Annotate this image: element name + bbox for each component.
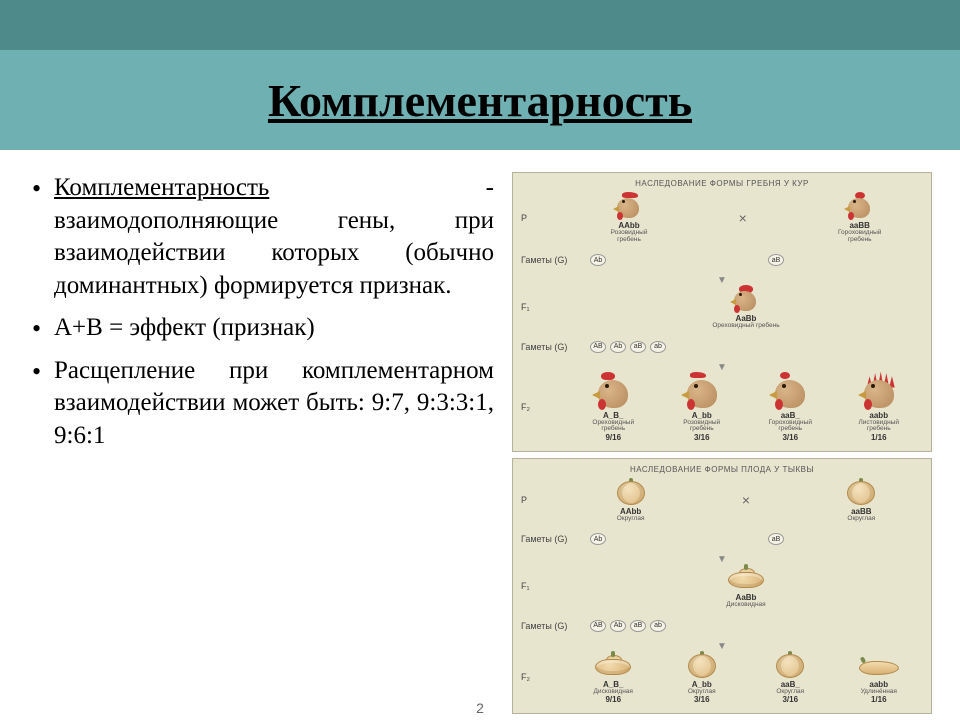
organism: aaBB Округлая (841, 478, 881, 523)
chicken-icon (768, 372, 812, 410)
chicken-row-p: P AAbb Розовидныйгребень × aaBB Горохови… (521, 192, 923, 243)
chicken-icon (612, 192, 646, 220)
gamete: ab (650, 341, 666, 353)
gamete: aB (768, 533, 784, 545)
pumpkin-row-g1: Гаметы (G) Ab aB (521, 525, 923, 553)
pumpkin-icon (682, 651, 722, 679)
pumpkin-row-f1: F₁ AaBb Дисковидная (521, 564, 923, 609)
gamete: Ab (610, 620, 626, 632)
organism: A_bb Округлая 3/16 (682, 651, 722, 705)
organism: AaBb Ореховидный гребень (712, 285, 779, 330)
gamete: Ab (590, 533, 606, 545)
chicken-icon (857, 372, 901, 410)
pumpkin-icon (593, 651, 633, 679)
organism: AAbb Розовидныйгребень (611, 192, 648, 243)
bullet-2: А+В = эффект (признак) (28, 312, 494, 345)
organism: aabb Листовидныйгребень 1/16 (857, 372, 901, 442)
chicken-row-f1: F₁ AaBb Ореховидный гребень (521, 285, 923, 330)
organism: aaB_ Гороховидныйгребень 3/16 (768, 372, 812, 442)
pumpkin-panel: НАСЛЕДОВАНИЕ ФОРМЫ ПЛОДА У ТЫКВЫ P AAbb … (512, 458, 932, 715)
row-label-f2: F₂ (521, 402, 569, 412)
arrow-icon: ▼ (521, 556, 923, 564)
row-label-f1: F₁ (521, 302, 569, 312)
organism: A_bb Розовидныйгребень 3/16 (680, 372, 724, 442)
row-label-p2: P (521, 495, 569, 505)
slide-title: Комплементарность (268, 74, 692, 127)
pumpkin-row-f2: F₂ A_B_ Дисковидная 9/16 A_bb Округлая 3… (521, 651, 923, 705)
organism: A_B_ Ореховидныйгребень 9/16 (591, 372, 635, 442)
cross-icon: × (739, 210, 747, 226)
row-label-f2b: F₂ (521, 672, 569, 682)
page-number: 2 (0, 700, 960, 716)
content-area: Комплементарность - взаимодополняющие ге… (0, 162, 960, 724)
gamete: aB (630, 620, 646, 632)
chicken-icon (591, 372, 635, 410)
chicken-panel-title: НАСЛЕДОВАНИЕ ФОРМЫ ГРЕБНЯ У КУР (521, 179, 923, 188)
pumpkin-panel-title: НАСЛЕДОВАНИЕ ФОРМЫ ПЛОДА У ТЫКВЫ (521, 465, 923, 474)
pumpkin-icon (841, 478, 881, 506)
pumpkin-row-p: P AAbb Округлая × aaBB Округлая (521, 478, 923, 523)
gamete: Ab (590, 254, 606, 266)
pumpkin-icon (770, 651, 810, 679)
chicken-row-g1: Гаметы (G) Ab aB (521, 246, 923, 274)
chicken-icon (729, 285, 763, 313)
row-label-g: Гаметы (G) (521, 255, 569, 265)
organism: aabb Удлинённая 1/16 (859, 651, 899, 705)
cross-icon: × (742, 492, 750, 508)
arrow-icon: ▼ (521, 364, 923, 372)
chicken-row-f2: F₂ A_B_ Ореховидныйгребень 9/16 A_bb Роз… (521, 372, 923, 442)
row-label-p: P (521, 213, 569, 223)
chicken-panel: НАСЛЕДОВАНИЕ ФОРМЫ ГРЕБНЯ У КУР P AAbb Р… (512, 172, 932, 452)
row-label-g2: Гаметы (G) (521, 342, 569, 352)
chicken-row-g2: Гаметы (G) AB AbaB ab (521, 333, 923, 361)
gamete: AB (590, 341, 606, 353)
row-label-g4: Гаметы (G) (521, 621, 569, 631)
row-label-g3: Гаметы (G) (521, 534, 569, 544)
organism: aaB_ Округлая 3/16 (770, 651, 810, 705)
organism: AAbb Округлая (611, 478, 651, 523)
diagram-column: НАСЛЕДОВАНИЕ ФОРМЫ ГРЕБНЯ У КУР P AAbb Р… (512, 172, 932, 714)
pumpkin-icon (859, 651, 899, 679)
row-label-f1b: F₁ (521, 581, 569, 591)
title-inner: Комплементарность (0, 50, 960, 150)
title-banner: Комплементарность (0, 0, 960, 150)
organism: aaBB Гороховидныйгребень (838, 192, 881, 243)
text-column: Комплементарность - взаимодополняющие ге… (28, 172, 494, 714)
organism: AaBb Дисковидная (726, 564, 766, 609)
pumpkin-icon (726, 564, 766, 592)
bullet-1: Комплементарность - взаимодополняющие ге… (28, 172, 494, 302)
bullet-3: Расщепление при комплементарном взаимоде… (28, 355, 494, 453)
chicken-icon (680, 372, 724, 410)
arrow-icon: ▼ (521, 277, 923, 285)
chicken-icon (843, 192, 877, 220)
gamete: ab (650, 620, 666, 632)
gamete: aB (630, 341, 646, 353)
organism: A_B_ Дисковидная 9/16 (593, 651, 633, 705)
pumpkin-icon (611, 478, 651, 506)
bullet-1-term: Комплементарность (54, 174, 269, 201)
gamete: AB (590, 620, 606, 632)
arrow-icon: ▼ (521, 643, 923, 651)
gamete: Ab (610, 341, 626, 353)
pumpkin-row-g2: Гаметы (G) AB AbaB ab (521, 612, 923, 640)
gamete: aB (768, 254, 784, 266)
